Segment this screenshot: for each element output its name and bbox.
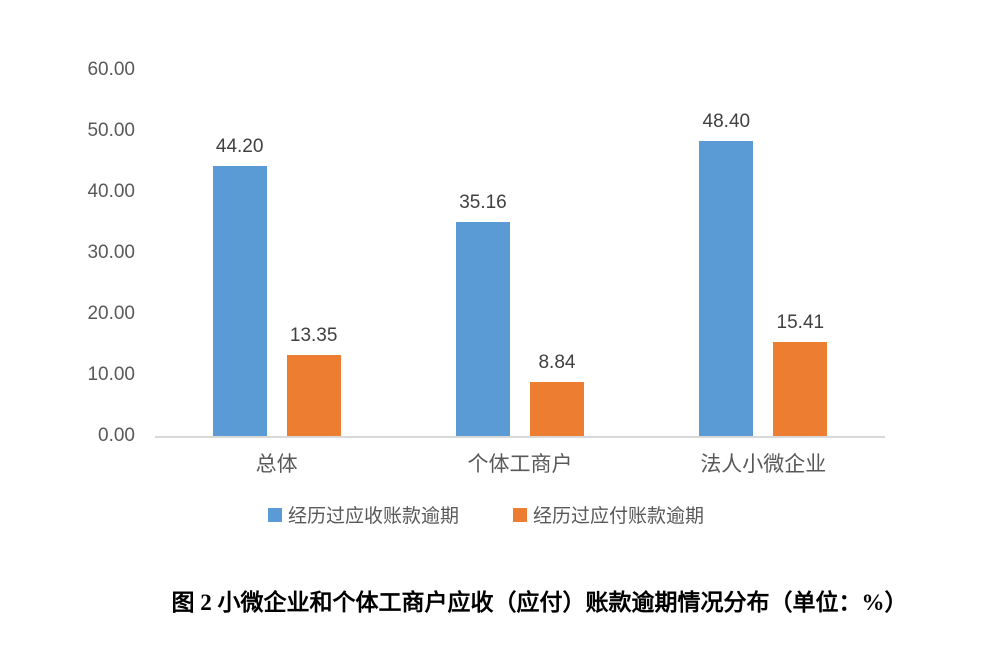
y-axis-tick-label: 50.00: [87, 120, 135, 141]
bar-value-label: 8.84: [538, 352, 576, 374]
bar-payable-overdue: [773, 342, 828, 436]
category-label: 总体: [255, 453, 298, 476]
legend-item-receivable-overdue: 经历过应收账款逾期: [267, 501, 459, 528]
bar-wrap-payable-overdue: 8.84: [529, 352, 584, 436]
bar-wrap-receivable-overdue: 44.20: [212, 136, 267, 436]
bar-receivable-overdue: [699, 140, 754, 436]
bar-wrap-payable-overdue: 13.35: [286, 324, 341, 436]
category-label: 法人小微企业: [700, 453, 827, 476]
figure-caption: 图 2 小微企业和个体工商户应收（应付）账款逾期情况分布（单位：%）: [171, 590, 908, 615]
bar-payable-overdue: [286, 354, 341, 436]
bar-payable-overdue: [529, 382, 584, 436]
bar-group: 44.20 13.35: [155, 70, 398, 436]
legend-swatch-icon: [267, 507, 282, 522]
bar-group: 48.40 15.41: [642, 70, 885, 436]
y-axis-tick-label: 10.00: [87, 364, 135, 385]
y-axis-tick-label: 30.00: [87, 242, 135, 263]
x-axis-category-labels: 总体 个体工商户 法人小微企业: [155, 448, 885, 478]
bar-receivable-overdue: [212, 166, 267, 436]
y-axis-tick-label: 60.00: [87, 59, 135, 80]
y-axis-tick-label: 0.00: [98, 425, 135, 446]
bar-wrap-receivable-overdue: 48.40: [699, 110, 754, 436]
y-axis-tick-label: 40.00: [87, 181, 135, 202]
legend-item-payable-overdue: 经历过应付账款逾期: [513, 501, 704, 528]
bar-value-label: 15.41: [776, 312, 825, 333]
category-label: 个体工商户: [467, 453, 573, 476]
plot-area: 44.20 13.35 35.16 8.84 48.40 15.41: [155, 70, 885, 438]
legend-swatch-icon: [513, 507, 527, 522]
bar-value-label: 35.16: [459, 191, 507, 213]
bar-value-label: 44.20: [215, 136, 264, 158]
y-axis: 0.00 10.00 20.00 30.00 40.00 50.00 60.00: [0, 59, 135, 446]
bar-wrap-payable-overdue: 15.41: [773, 312, 828, 436]
legend-label: 经历过应付账款逾期: [533, 506, 705, 527]
legend-label: 经历过应收账款逾期: [287, 506, 459, 527]
bar-receivable-overdue: [455, 221, 510, 436]
legend: 经历过应收账款逾期 经历过应付账款逾期: [0, 501, 972, 528]
bar-group: 35.16 8.84: [398, 70, 641, 436]
bar-wrap-receivable-overdue: 35.16: [455, 191, 510, 436]
y-axis-tick-label: 20.00: [87, 303, 135, 324]
bar-value-label: 48.40: [702, 110, 751, 132]
bar-value-label: 13.35: [289, 324, 338, 346]
